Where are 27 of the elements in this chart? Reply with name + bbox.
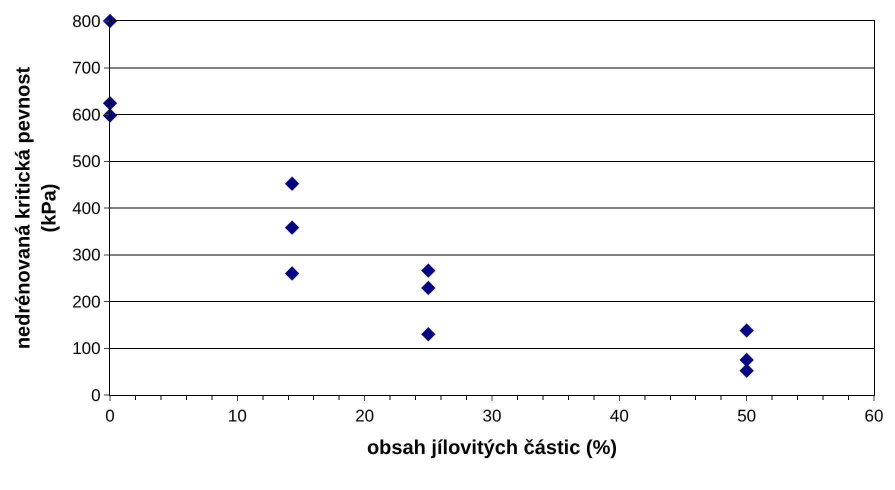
y-axis-title: nedrénovaná kritická pevnost (kPa) — [12, 66, 61, 350]
y-tick-label: 100 — [72, 339, 101, 358]
y-tick-label: 700 — [72, 58, 101, 78]
y-tick-label: 300 — [72, 246, 101, 265]
x-tick-label: 10 — [228, 406, 247, 426]
point — [740, 352, 754, 368]
y-tick-label: 800 — [72, 12, 101, 31]
x-tick-label: 20 — [355, 406, 374, 426]
point — [421, 327, 436, 342]
y-tick-label: 200 — [72, 292, 101, 312]
x-tick-label: 30 — [482, 406, 502, 426]
point — [284, 266, 300, 281]
point — [740, 364, 754, 378]
point — [284, 176, 300, 191]
x-tick-label: 60 — [864, 406, 884, 426]
x-tick-label: 40 — [610, 406, 629, 426]
y-tick-label: 600 — [72, 105, 101, 124]
x-axis-title: obsah jílovitých částic (%) — [366, 436, 618, 459]
point — [421, 264, 436, 278]
y-tick-label: 500 — [72, 152, 101, 172]
point — [284, 220, 300, 235]
x-tick-label: 0 — [105, 406, 115, 426]
y-tick-label: 0 — [91, 386, 101, 405]
point — [740, 323, 754, 338]
y-tick-label: 400 — [72, 198, 101, 218]
x-tick-label: 50 — [737, 406, 756, 426]
point — [421, 280, 436, 296]
